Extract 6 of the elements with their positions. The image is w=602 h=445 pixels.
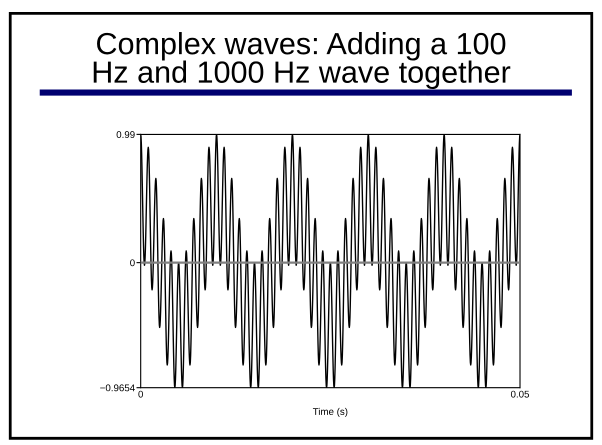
y-tick-label: 0 bbox=[130, 259, 135, 266]
x-axis-title: Time (s) bbox=[312, 408, 348, 417]
chart-title: Complex waves: Adding a 100 Hz and 1000 Hz wave together bbox=[94, 32, 510, 89]
y-tick-label: −0.9654 bbox=[100, 384, 135, 392]
x-tick-label: 0.05 bbox=[510, 390, 530, 398]
y-tick-label: 0.99 bbox=[116, 131, 135, 138]
